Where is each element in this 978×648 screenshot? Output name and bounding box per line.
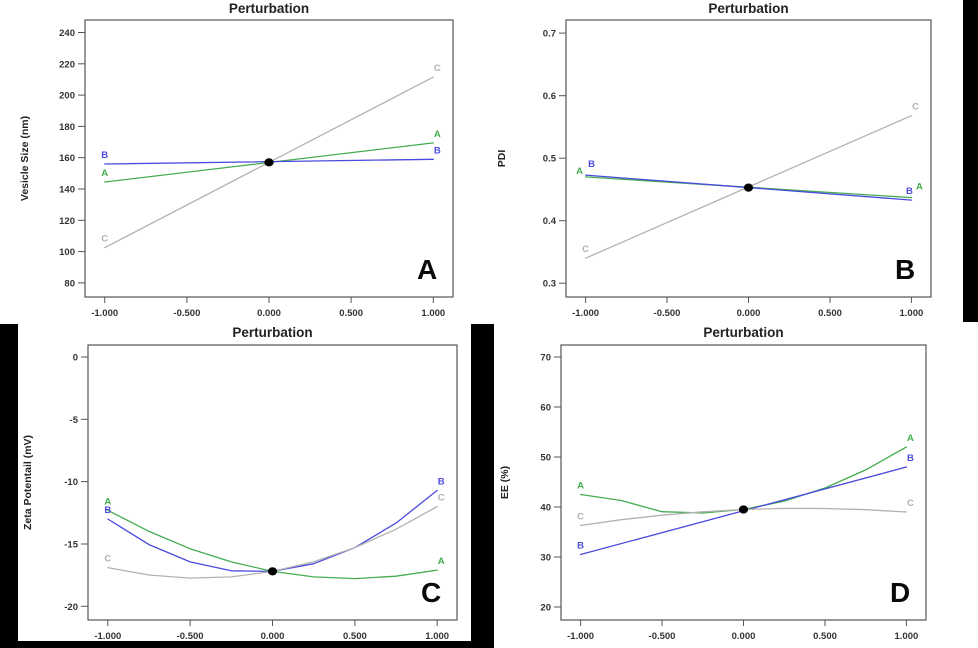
y-tick-label: 140	[59, 185, 75, 196]
series-A-label-end: A	[434, 129, 441, 140]
y-tick-label: -5	[70, 415, 79, 426]
y-tick-label: 0.7	[543, 29, 556, 40]
plot-frame	[560, 344, 927, 621]
x-tick-label: -1.000	[572, 308, 599, 319]
series-C-label-end: C	[912, 102, 919, 113]
series-B-label-start: B	[577, 541, 584, 552]
y-tick-label: 220	[59, 59, 75, 70]
series-B-label-end: B	[438, 476, 445, 487]
panel-A-chart: Perturbation Vesicle Size (nm) 80 100 120 140…	[19, 1, 454, 319]
y-tick-label: -20	[64, 602, 78, 613]
x-tick-label: -0.500	[173, 308, 200, 319]
series-C-label-start: C	[577, 512, 584, 523]
y-tick-label: 50	[540, 453, 551, 464]
corner-label: D	[890, 577, 910, 608]
x-tick-label: 1.000	[421, 308, 445, 319]
x-tick-label: -1.000	[567, 631, 594, 642]
y-tick-label: 0.5	[543, 154, 557, 165]
corner-label: A	[417, 254, 437, 285]
y-tick-label: 60	[540, 403, 551, 414]
y-axis-label: EE (%)	[499, 466, 511, 499]
series-A-label-end: A	[438, 556, 445, 567]
y-tick-label: 80	[64, 278, 75, 289]
y-axis-label: Vesicle Size (nm)	[19, 116, 31, 201]
black-bar-top-right	[963, 0, 978, 322]
y-tick-label: 200	[59, 91, 75, 102]
y-tick-label: 0	[73, 353, 78, 364]
y-tick-label: 180	[59, 122, 75, 133]
y-axis-label: Zeta Potentail (mV)	[22, 435, 34, 530]
panel-title: Perturbation	[703, 325, 783, 340]
series-B-label-end: B	[907, 453, 914, 464]
x-tick-label: -1.000	[91, 308, 118, 319]
x-tick-label: 1.000	[900, 308, 924, 319]
center-point-marker	[743, 183, 754, 192]
x-tick-label: 1.000	[895, 631, 919, 642]
series-C-label-end: C	[438, 493, 445, 504]
series-A-label-end: A	[907, 433, 914, 444]
series-C-label-end: C	[434, 63, 441, 74]
x-tick-label: 0.500	[818, 308, 842, 319]
y-tick-label: 0.4	[543, 216, 557, 227]
y-tick-label: 70	[540, 353, 551, 364]
y-tick-label: 240	[59, 28, 75, 39]
series-B-label-start: B	[588, 159, 595, 170]
y-tick-label: 120	[59, 216, 75, 227]
plot-frame	[565, 19, 932, 298]
panel-B-chart: Perturbation PDI 0.3 0.4 0.5 0.6 0.7 -1.000 -0.5…	[496, 1, 932, 319]
plot-frame	[87, 344, 458, 621]
y-tick-label: 160	[59, 153, 75, 164]
series-B-label-end: B	[906, 186, 913, 197]
series-B-label-start: B	[104, 505, 111, 516]
panel-title: Perturbation	[229, 1, 309, 16]
x-tick-label: 0.000	[261, 631, 285, 641]
series-C-label-start: C	[101, 234, 108, 245]
x-tick-label: 0.500	[339, 308, 363, 319]
black-bar-bottom-left	[0, 324, 18, 648]
x-tick-label: -0.500	[649, 631, 676, 642]
black-bar-bottom-strip	[0, 641, 494, 648]
panel-C-chart: Perturbation Zeta Potentail (mV) 0 -5 -10 -15…	[22, 325, 458, 641]
x-tick-label: 0.500	[813, 631, 837, 642]
y-axis-label: PDI	[496, 150, 508, 168]
black-bar-bottom-middle	[471, 324, 494, 648]
center-point-marker	[738, 505, 749, 514]
series-A-label-end: A	[916, 182, 923, 193]
x-tick-label: 0.000	[732, 631, 756, 642]
x-tick-label: -0.500	[654, 308, 681, 319]
corner-label: B	[895, 254, 915, 285]
series-A-label-start: A	[576, 166, 583, 177]
y-tick-label: 0.6	[543, 91, 556, 102]
y-tick-label: -10	[64, 477, 78, 488]
corner-label: C	[421, 577, 441, 608]
x-tick-label: -0.500	[177, 631, 204, 641]
center-point-marker	[267, 567, 278, 576]
panel-title: Perturbation	[232, 325, 312, 340]
x-tick-label: 0.000	[257, 308, 281, 319]
y-tick-label: 30	[540, 553, 551, 564]
y-tick-label: 40	[540, 503, 551, 514]
series-B-label-start: B	[101, 150, 108, 161]
series-A-label-start: A	[577, 481, 584, 492]
series-B-label-end: B	[434, 145, 441, 156]
x-tick-label: -1.000	[94, 631, 121, 641]
y-tick-label: -15	[64, 540, 78, 551]
series-A-label-start: A	[104, 496, 111, 507]
panel-title: Perturbation	[708, 1, 788, 16]
panel-D-chart: Perturbation EE (%) 20 30 40 50 60 70 -1.000 -0.5…	[499, 325, 927, 642]
series-A-label-start: A	[101, 168, 108, 179]
x-tick-label: 0.000	[737, 308, 761, 319]
y-tick-label: 0.3	[543, 279, 556, 290]
x-tick-label: 1.000	[425, 631, 449, 641]
center-point-marker	[264, 158, 274, 167]
y-tick-label: 100	[59, 247, 75, 258]
series-C-label-start: C	[104, 554, 111, 565]
x-tick-label: 0.500	[343, 631, 367, 641]
series-C-label-end: C	[907, 498, 914, 509]
y-tick-label: 20	[540, 603, 551, 614]
series-C-label-start: C	[582, 244, 589, 255]
